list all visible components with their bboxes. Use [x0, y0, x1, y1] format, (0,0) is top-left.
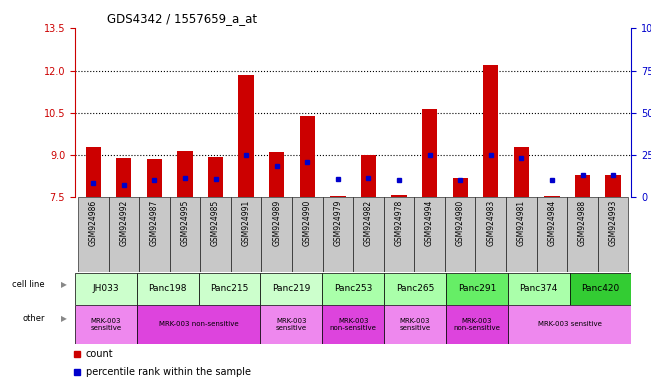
Text: percentile rank within the sample: percentile rank within the sample	[86, 366, 251, 377]
Text: MRK-003 sensitive: MRK-003 sensitive	[538, 321, 602, 328]
Bar	[384, 273, 446, 305]
Text: Panc374: Panc374	[519, 284, 558, 293]
Bar	[570, 273, 631, 305]
Bar	[330, 196, 346, 197]
Text: Panc219: Panc219	[272, 284, 311, 293]
Bar	[109, 197, 139, 272]
Text: GSM924995: GSM924995	[180, 200, 189, 246]
Bar	[323, 197, 353, 272]
Text: MRK-003 non-sensitive: MRK-003 non-sensitive	[159, 321, 238, 328]
Text: GSM924993: GSM924993	[609, 200, 618, 246]
Bar	[446, 305, 508, 344]
Text: GSM924994: GSM924994	[425, 200, 434, 246]
Text: GSM924989: GSM924989	[272, 200, 281, 246]
Text: MRK-003
sensitive: MRK-003 sensitive	[400, 318, 430, 331]
Bar	[75, 273, 137, 305]
Bar	[137, 273, 199, 305]
Text: Panc291: Panc291	[458, 284, 496, 293]
Text: GSM924988: GSM924988	[578, 200, 587, 246]
Text: count: count	[86, 349, 113, 359]
Text: GSM924986: GSM924986	[89, 200, 98, 246]
Text: GSM924978: GSM924978	[395, 200, 404, 246]
Bar	[605, 175, 621, 197]
Text: GSM924983: GSM924983	[486, 200, 495, 246]
Text: GSM924980: GSM924980	[456, 200, 465, 246]
Text: GSM924982: GSM924982	[364, 200, 373, 246]
Bar	[116, 158, 132, 197]
Bar	[85, 147, 101, 197]
Text: Panc420: Panc420	[581, 284, 620, 293]
Bar	[208, 157, 223, 197]
Bar	[567, 197, 598, 272]
Bar	[575, 175, 590, 197]
Text: GSM924981: GSM924981	[517, 200, 526, 246]
Bar	[231, 197, 262, 272]
Text: GSM924987: GSM924987	[150, 200, 159, 246]
Bar	[269, 152, 284, 197]
Bar	[299, 116, 315, 197]
Bar	[384, 305, 446, 344]
Text: Panc215: Panc215	[210, 284, 249, 293]
Bar	[414, 197, 445, 272]
Bar	[322, 273, 384, 305]
Bar	[322, 305, 384, 344]
Bar	[201, 197, 231, 272]
Bar	[536, 197, 567, 272]
Bar	[383, 197, 414, 272]
Bar	[146, 159, 162, 197]
Text: ▶: ▶	[61, 280, 66, 288]
Bar	[260, 273, 322, 305]
Bar	[238, 75, 254, 197]
Text: GSM924992: GSM924992	[119, 200, 128, 246]
Text: GDS4342 / 1557659_a_at: GDS4342 / 1557659_a_at	[107, 12, 258, 25]
Bar	[262, 197, 292, 272]
Bar	[544, 196, 560, 197]
Bar	[445, 197, 475, 272]
Bar	[75, 305, 137, 344]
Bar	[508, 273, 570, 305]
Text: MRK-003
sensitive: MRK-003 sensitive	[276, 318, 307, 331]
Bar	[260, 305, 322, 344]
Bar	[199, 273, 260, 305]
Text: MRK-003
non-sensitive: MRK-003 non-sensitive	[453, 318, 501, 331]
Bar	[391, 195, 407, 197]
Text: GSM924985: GSM924985	[211, 200, 220, 246]
Bar	[353, 197, 383, 272]
Bar	[514, 147, 529, 197]
Text: other: other	[22, 314, 45, 323]
Bar	[139, 197, 170, 272]
Bar	[292, 197, 323, 272]
Text: cell line: cell line	[12, 280, 45, 288]
Bar	[422, 109, 437, 197]
Text: MRK-003
sensitive: MRK-003 sensitive	[90, 318, 121, 331]
Bar	[598, 197, 628, 272]
Text: GSM924984: GSM924984	[547, 200, 557, 246]
Bar	[137, 305, 260, 344]
Text: Panc253: Panc253	[334, 284, 372, 293]
Bar	[177, 151, 193, 197]
Text: GSM924991: GSM924991	[242, 200, 251, 246]
Text: GSM924990: GSM924990	[303, 200, 312, 246]
Bar	[506, 197, 536, 272]
Text: Panc265: Panc265	[396, 284, 434, 293]
Text: MRK-003
non-sensitive: MRK-003 non-sensitive	[329, 318, 377, 331]
Bar	[483, 65, 499, 197]
Bar	[508, 305, 631, 344]
Bar	[446, 273, 508, 305]
Bar	[475, 197, 506, 272]
Text: GSM924979: GSM924979	[333, 200, 342, 246]
Text: JH033: JH033	[92, 284, 119, 293]
Text: ▶: ▶	[61, 314, 66, 323]
Bar	[170, 197, 201, 272]
Bar	[361, 155, 376, 197]
Bar	[78, 197, 109, 272]
Bar	[452, 178, 468, 197]
Text: Panc198: Panc198	[148, 284, 187, 293]
